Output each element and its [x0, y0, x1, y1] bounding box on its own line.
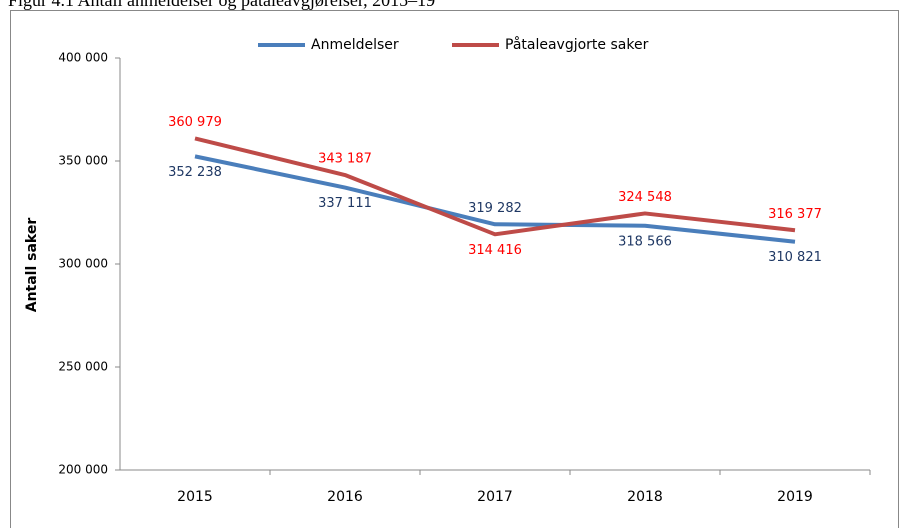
- value-label: 352 238: [168, 165, 222, 180]
- chart-title: Figur 4.1 Antall anmeldelser og påtaleav…: [8, 0, 435, 10]
- value-label: 319 282: [468, 201, 522, 216]
- x-tick-label: 2018: [627, 489, 663, 505]
- legend-label: Påtaleavgjorte saker: [505, 36, 649, 53]
- x-tick-label: 2015: [177, 489, 213, 505]
- value-label: 318 566: [618, 234, 672, 249]
- value-label: 343 187: [318, 152, 372, 167]
- y-tick-label: 300 000: [58, 257, 108, 271]
- y-tick-label: 200 000: [58, 463, 108, 477]
- value-label: 337 111: [318, 196, 372, 211]
- y-tick-label: 350 000: [58, 154, 108, 168]
- y-tick-label: 400 000: [58, 51, 108, 65]
- series-line: [194, 136, 796, 237]
- x-tick-label: 2017: [477, 489, 513, 505]
- legend-label: Anmeldelser: [311, 37, 399, 53]
- y-tick-label: 250 000: [58, 360, 108, 374]
- value-label: 310 821: [768, 250, 822, 265]
- series-line: [194, 154, 796, 244]
- value-label: 360 979: [168, 115, 222, 130]
- x-tick-label: 2019: [777, 489, 813, 505]
- x-tick-label: 2016: [327, 489, 363, 505]
- value-label: 314 416: [468, 243, 522, 258]
- chart-frame: [10, 10, 899, 528]
- value-label: 316 377: [768, 207, 822, 222]
- value-label: 324 548: [618, 190, 672, 205]
- y-axis-label: Antall saker: [24, 218, 40, 313]
